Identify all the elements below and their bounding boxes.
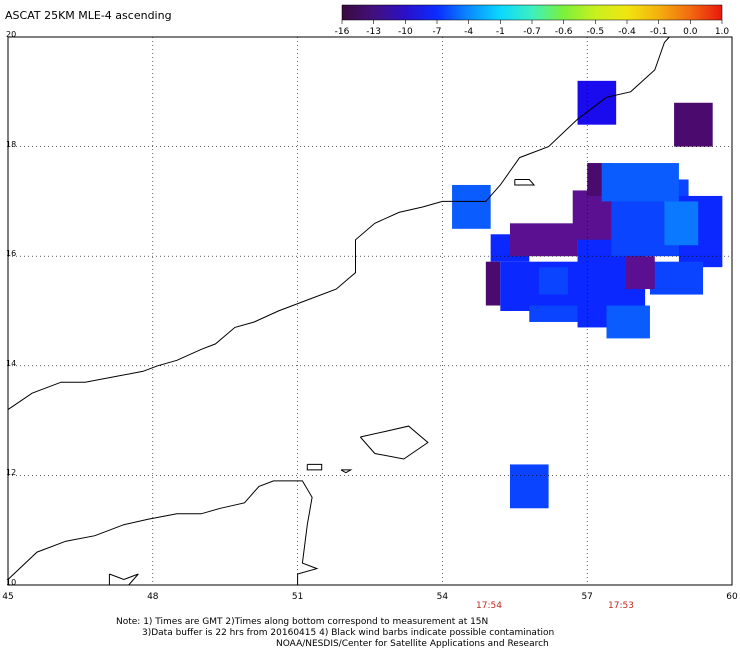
latitude-label: 20 <box>6 30 17 39</box>
color-scale-tick-label: -0.1 <box>649 27 668 37</box>
wind-data-cell <box>674 102 713 147</box>
footnote-line-1: Note: 1) Times are GMT 2)Times along bot… <box>116 617 489 627</box>
wind-data-cell <box>509 464 549 509</box>
wind-data-cell <box>509 223 578 257</box>
color-scale-tick-label: -0.7 <box>523 27 541 37</box>
color-scale-tick-label: -7 <box>432 27 442 37</box>
wind-data-cell <box>606 305 650 339</box>
color-scale-tick-label: -10 <box>397 27 413 37</box>
longitude-label: 54 <box>436 592 449 602</box>
color-scale-tick-label: -16 <box>334 27 350 37</box>
longitude-label: 48 <box>147 592 159 602</box>
footnote-line-3: NOAA/NESDIS/Center for Satellite Applica… <box>276 639 549 649</box>
latitude-label: 14 <box>6 358 17 368</box>
color-scale-tick-label: -13 <box>366 27 381 37</box>
map-frame <box>7 36 733 586</box>
longitude-label: 57 <box>581 592 593 602</box>
island-outline <box>340 469 353 474</box>
color-scale-tick-label: -0.5 <box>586 27 605 37</box>
wind-data-cell <box>664 201 699 246</box>
wind-data-cell <box>625 256 655 290</box>
wind-data-cell <box>601 163 679 202</box>
color-scale-tick-label: -0.4 <box>618 27 636 37</box>
latitude-label: 16 <box>6 249 17 259</box>
time-label-57: 17:53 <box>608 601 634 611</box>
coastline <box>7 36 670 411</box>
island-outline <box>514 179 536 186</box>
color-scale-tick-label: -0.6 <box>554 27 573 37</box>
color-scale-tick-label: -4 <box>464 27 474 37</box>
color-scale-bar <box>341 4 723 24</box>
longitude-label: 45 <box>2 592 14 602</box>
island-outline <box>306 463 323 471</box>
island-outline <box>108 573 139 586</box>
color-scale-tick-label: -1 <box>495 27 505 37</box>
wind-data-cell <box>452 184 491 229</box>
figure-title: ASCAT 25KM MLE-4 ascending <box>5 9 172 22</box>
wind-data-cell <box>649 261 704 295</box>
latitude-label: 10 <box>6 578 17 587</box>
wind-data-cell <box>485 261 501 306</box>
time-label-54: 17:54 <box>476 601 502 611</box>
latitude-label: 18 <box>6 139 17 149</box>
island-outline <box>359 425 429 460</box>
color-scale-tick-label: 0.0 <box>683 27 698 37</box>
longitude-label: 60 <box>726 592 738 602</box>
wind-data-cell <box>577 80 617 125</box>
wind-data-cell <box>529 305 588 322</box>
color-scale-tick-label: 1.0 <box>714 27 730 37</box>
footnote-line-2: 3)Data buffer is 22 hrs from 20160415 4)… <box>142 628 555 638</box>
longitude-label: 51 <box>291 592 304 602</box>
coastline <box>7 480 319 585</box>
latitude-label: 12 <box>6 468 17 478</box>
wind-data-cell <box>538 267 568 295</box>
